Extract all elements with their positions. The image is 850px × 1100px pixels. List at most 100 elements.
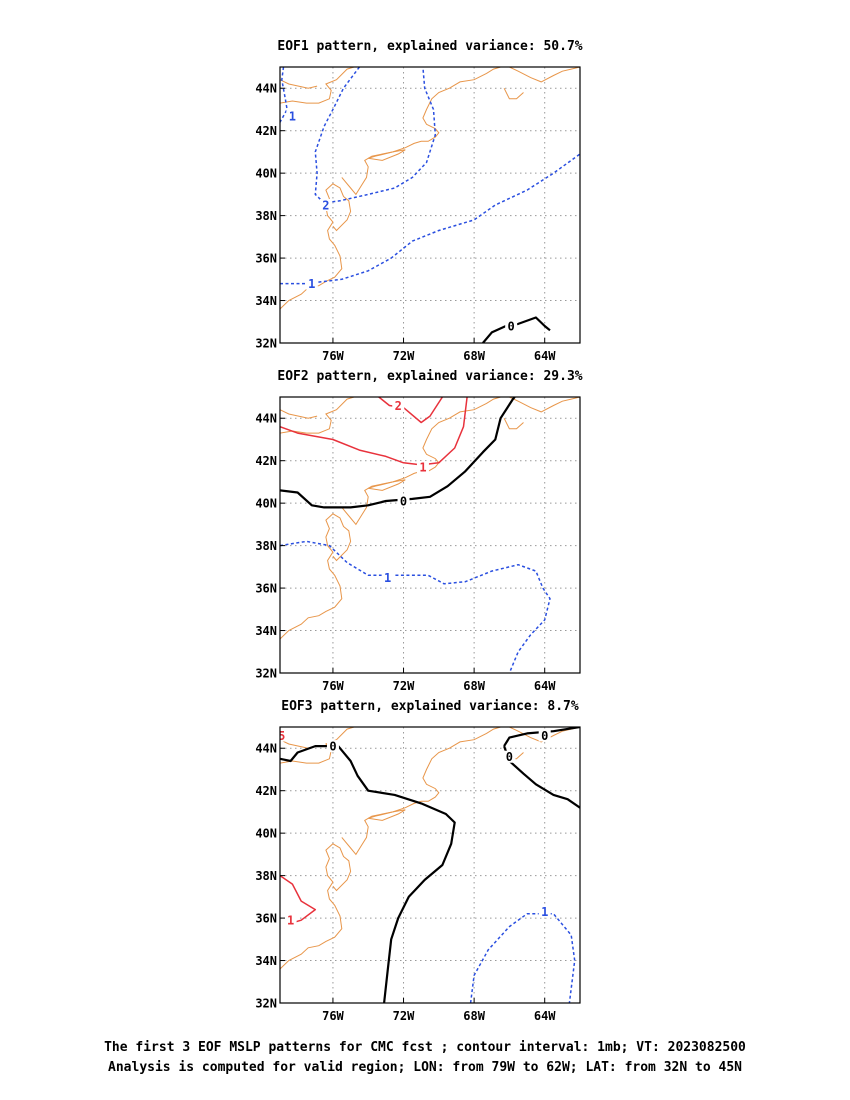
y-tick-label: 32N: [255, 667, 277, 681]
contour-label: 0: [541, 729, 548, 743]
y-tick-label: 34N: [255, 624, 277, 638]
contour-line: [280, 744, 456, 1003]
y-tick-label: 38N: [255, 869, 277, 883]
contour-label-bg: [284, 914, 297, 927]
y-tick-label: 36N: [255, 912, 277, 926]
contour-line: [280, 874, 317, 926]
y-tick-label: 32N: [255, 997, 277, 1011]
y-tick-label: 40N: [255, 497, 277, 511]
y-tick-label: 38N: [255, 209, 277, 223]
x-tick-label: 76W: [322, 349, 344, 363]
contour-label-bg: [305, 277, 318, 290]
x-tick-label: 68W: [463, 349, 485, 363]
contour-label-bg: [319, 199, 332, 211]
coastline: [503, 417, 524, 430]
coastline: [280, 727, 355, 764]
contour-label-bg: [503, 750, 516, 763]
contour-label: 1: [419, 461, 426, 475]
contour-label: 0: [400, 495, 407, 509]
contour-label-bg: [397, 495, 410, 508]
y-tick-label: 32N: [255, 337, 277, 351]
contour-line: [469, 913, 576, 1003]
coastline: [341, 397, 501, 526]
contour-line: [378, 397, 444, 424]
plot-frame: [279, 66, 581, 344]
contour-line: [503, 727, 580, 747]
contour-line: [280, 67, 288, 123]
coastline: [280, 397, 355, 434]
contour-label: 2: [395, 399, 402, 413]
x-tick-label: 68W: [463, 679, 485, 693]
coastline-layer: [280, 727, 580, 970]
x-tick-label: 76W: [322, 1009, 344, 1023]
y-tick-label: 40N: [255, 167, 277, 181]
contour-line: [280, 397, 516, 509]
x-tick-label: 68W: [463, 1009, 485, 1023]
eof2-panel: EOF2 pattern, explained variance: 29.3% 2…: [255, 369, 582, 693]
contour-label: 1: [384, 571, 391, 585]
contour-label-bg: [280, 729, 288, 742]
x-tick-label: 76W: [322, 679, 344, 693]
eof3-panel: EOF3 pattern, explained variance: 8.7%00…: [255, 699, 581, 1023]
coastline: [368, 479, 406, 491]
y-tick-label: 44N: [255, 412, 277, 426]
contour-label-bg: [286, 109, 299, 122]
plot-frame: [279, 396, 581, 674]
eof-figure: EOF1 pattern, explained variance: 50.7% 1…: [255, 39, 582, 1023]
contour-label-bg: [538, 905, 551, 918]
y-tick-label: 38N: [255, 539, 277, 553]
y-tick-label: 42N: [255, 454, 277, 468]
x-tick-label: 72W: [393, 679, 415, 693]
contour-layer: 1 1 2 0: [280, 67, 580, 343]
y-tick-label: 44N: [255, 82, 277, 96]
contour-label: 0: [506, 750, 513, 764]
y-tick-label: 44N: [255, 742, 277, 756]
contour-label: 5: [278, 729, 285, 743]
coastline-layer: [280, 67, 580, 310]
contour-label-bg: [505, 320, 518, 333]
y-tick-label: 34N: [255, 294, 277, 308]
eof3-title: EOF3 pattern, explained variance: 8.7%: [281, 699, 579, 714]
contour-layer: 2 1 0 1: [280, 397, 551, 673]
x-tick-label: 64W: [534, 1009, 556, 1023]
coastline: [280, 513, 352, 640]
y-tick-label: 36N: [255, 582, 277, 596]
figure-caption-line2: Analysis is computed for valid region; L…: [108, 1060, 742, 1075]
contour-label-bg: [392, 399, 405, 412]
y-tick-label: 36N: [255, 252, 277, 266]
contour-label-bg: [416, 461, 429, 474]
x-tick-label: 72W: [393, 1009, 415, 1023]
coastline: [280, 79, 318, 89]
coastline-layer: [280, 397, 580, 640]
eof2-title: EOF2 pattern, explained variance: 29.3%: [277, 369, 582, 384]
coastline: [368, 809, 406, 821]
coastline: [368, 149, 406, 161]
contour-label: 1: [308, 277, 315, 291]
y-tick-label: 42N: [255, 784, 277, 798]
x-tick-label: 64W: [534, 679, 556, 693]
contour-line: [314, 67, 437, 204]
coastline: [280, 843, 352, 970]
contour-label-bg: [326, 740, 339, 753]
contour-line: [503, 745, 580, 809]
contour-label: 1: [541, 905, 548, 919]
y-tick-label: 40N: [255, 827, 277, 841]
coastline: [280, 67, 355, 104]
contour-label: 1: [287, 914, 294, 928]
contour-label: 0: [508, 320, 515, 334]
contour-label-bg: [538, 729, 551, 742]
eof1-title: EOF1 pattern, explained variance: 50.7%: [277, 39, 582, 54]
coastline: [280, 183, 352, 310]
contour-label: 0: [329, 740, 336, 754]
contour-line: [280, 540, 551, 673]
coastline: [503, 87, 524, 100]
contour-line: [280, 153, 580, 285]
contour-layer: 0 0 0 5 1 1: [278, 727, 580, 1003]
coastline: [341, 727, 501, 856]
eof1-panel: EOF1 pattern, explained variance: 50.7% 1…: [255, 39, 582, 363]
contour-line: [482, 316, 551, 343]
contour-line: [280, 397, 468, 466]
contour-label: 2: [322, 199, 329, 213]
plot-frame: [279, 726, 581, 1004]
x-tick-label: 72W: [393, 349, 415, 363]
